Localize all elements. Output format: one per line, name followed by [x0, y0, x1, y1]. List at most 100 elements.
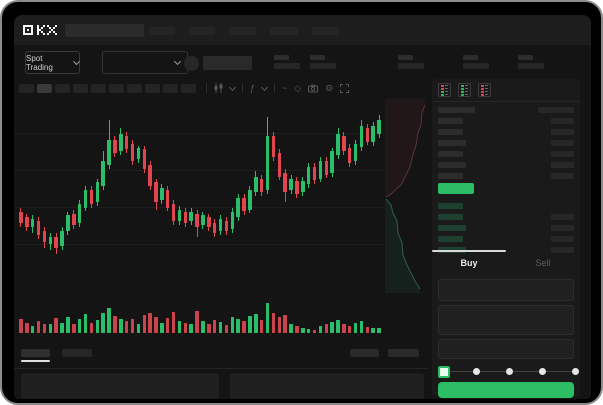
- divider: [14, 368, 428, 369]
- nav-item-placeholder[interactable]: [189, 27, 215, 35]
- ticker-stat-placeholder: [310, 55, 336, 69]
- price-placeholder: [438, 172, 463, 179]
- bid-row[interactable]: [432, 200, 580, 211]
- slider-stop[interactable]: [539, 368, 546, 375]
- bid-row[interactable]: [432, 211, 580, 222]
- bid-row[interactable]: [432, 233, 580, 244]
- timeframe-button[interactable]: [163, 84, 178, 93]
- timeframe-button[interactable]: [37, 84, 52, 93]
- ask-row[interactable]: [432, 137, 580, 148]
- slider-stop[interactable]: [506, 368, 513, 375]
- volume-bar: [259, 320, 264, 333]
- camera-icon[interactable]: [308, 84, 319, 93]
- volume-bar: [318, 325, 323, 333]
- timeframe-button[interactable]: [19, 84, 34, 93]
- bid-row[interactable]: [432, 222, 580, 233]
- icon-line: [464, 90, 468, 93]
- chart-gridline: [14, 243, 384, 245]
- divider: [206, 83, 207, 93]
- volume-bar: [342, 324, 346, 333]
- market-type-selector[interactable]: Spot Trading: [25, 51, 81, 74]
- candle-body: [165, 190, 170, 208]
- candle-type-icon[interactable]: [214, 83, 223, 93]
- indicators-icon[interactable]: ƒ: [250, 83, 256, 93]
- candle-body: [25, 217, 29, 227]
- bottom-action-placeholder[interactable]: [350, 349, 379, 357]
- volume-chart: [14, 295, 384, 333]
- timeframe-button[interactable]: [55, 84, 70, 93]
- volume-bar: [42, 324, 47, 333]
- icon-row: [441, 93, 448, 96]
- nav-item-placeholder[interactable]: [149, 27, 175, 35]
- price-placeholder: [438, 161, 466, 168]
- candle-body: [359, 126, 364, 148]
- candle-body: [183, 211, 188, 224]
- candle-body: [342, 135, 346, 152]
- chevron-down-icon[interactable]: [228, 83, 237, 91]
- volume-bar: [195, 310, 199, 333]
- candle-body: [148, 165, 152, 187]
- ask-row[interactable]: [432, 126, 580, 137]
- price-placeholder: [438, 213, 463, 220]
- icon-line: [484, 93, 488, 96]
- compare-icon[interactable]: ◇: [294, 82, 302, 93]
- line-wave-icon[interactable]: ~: [282, 83, 288, 93]
- ask-row[interactable]: [432, 159, 580, 170]
- fullscreen-icon[interactable]: [340, 83, 350, 93]
- book-combined-icon[interactable]: [438, 83, 451, 97]
- book-bids-only-icon[interactable]: [458, 83, 471, 97]
- tab-sell[interactable]: Sell: [535, 258, 551, 268]
- ask-row[interactable]: [432, 170, 580, 181]
- volume-bar: [48, 323, 52, 333]
- ask-row[interactable]: [432, 148, 580, 159]
- timeframe-button[interactable]: [73, 84, 88, 93]
- icon-row: [441, 84, 448, 87]
- candle-body: [195, 213, 199, 228]
- icon-cell: [441, 90, 444, 93]
- timeframe-button[interactable]: [91, 84, 106, 93]
- slider-stop[interactable]: [572, 368, 579, 375]
- volume-bar: [218, 322, 223, 333]
- ask-row[interactable]: [432, 115, 580, 126]
- timeframe-button[interactable]: [127, 84, 142, 93]
- settings-icon[interactable]: ⚙: [325, 82, 334, 93]
- book-asks-only-icon[interactable]: [478, 83, 491, 97]
- buy-submit-button[interactable]: [438, 382, 574, 398]
- timeframe-button[interactable]: [145, 84, 160, 93]
- price-placeholder: [438, 235, 463, 242]
- bottom-action-placeholder[interactable]: [388, 349, 419, 357]
- timeframe-button[interactable]: [109, 84, 124, 93]
- tab-buy[interactable]: Buy: [460, 258, 478, 268]
- search-input[interactable]: [65, 24, 144, 37]
- pair-select[interactable]: [102, 51, 188, 74]
- nav-item-placeholder[interactable]: [312, 27, 339, 35]
- candle-body: [142, 149, 146, 169]
- amount-placeholder: [551, 172, 574, 179]
- timeframe-button[interactable]: [181, 84, 196, 93]
- candle-body: [171, 203, 176, 222]
- candle-body: [154, 182, 158, 202]
- candlestick-chart[interactable]: [14, 99, 384, 293]
- bid-row[interactable]: [432, 244, 580, 255]
- orders-tab[interactable]: [21, 349, 50, 357]
- total-field[interactable]: [438, 339, 574, 359]
- candle-body: [306, 166, 311, 185]
- chevron-down-icon[interactable]: [260, 83, 269, 91]
- price-field[interactable]: [438, 279, 574, 301]
- slider-stop[interactable]: [473, 368, 480, 375]
- icon-row: [461, 93, 468, 96]
- amount-field[interactable]: [438, 305, 574, 335]
- icon-cell: [481, 84, 484, 87]
- candle-body: [66, 215, 70, 231]
- volume-bar: [301, 328, 305, 333]
- volume-bar: [371, 328, 375, 333]
- volume-bar: [72, 324, 76, 333]
- candle-body: [377, 120, 381, 134]
- token-avatar: [184, 56, 199, 71]
- history-tab[interactable]: [62, 349, 92, 357]
- nav-item-placeholder[interactable]: [229, 27, 256, 35]
- nav-item-placeholder[interactable]: [270, 27, 298, 35]
- slider-handle[interactable]: [438, 366, 450, 378]
- ask-row[interactable]: [432, 104, 580, 115]
- icon-line: [464, 84, 468, 87]
